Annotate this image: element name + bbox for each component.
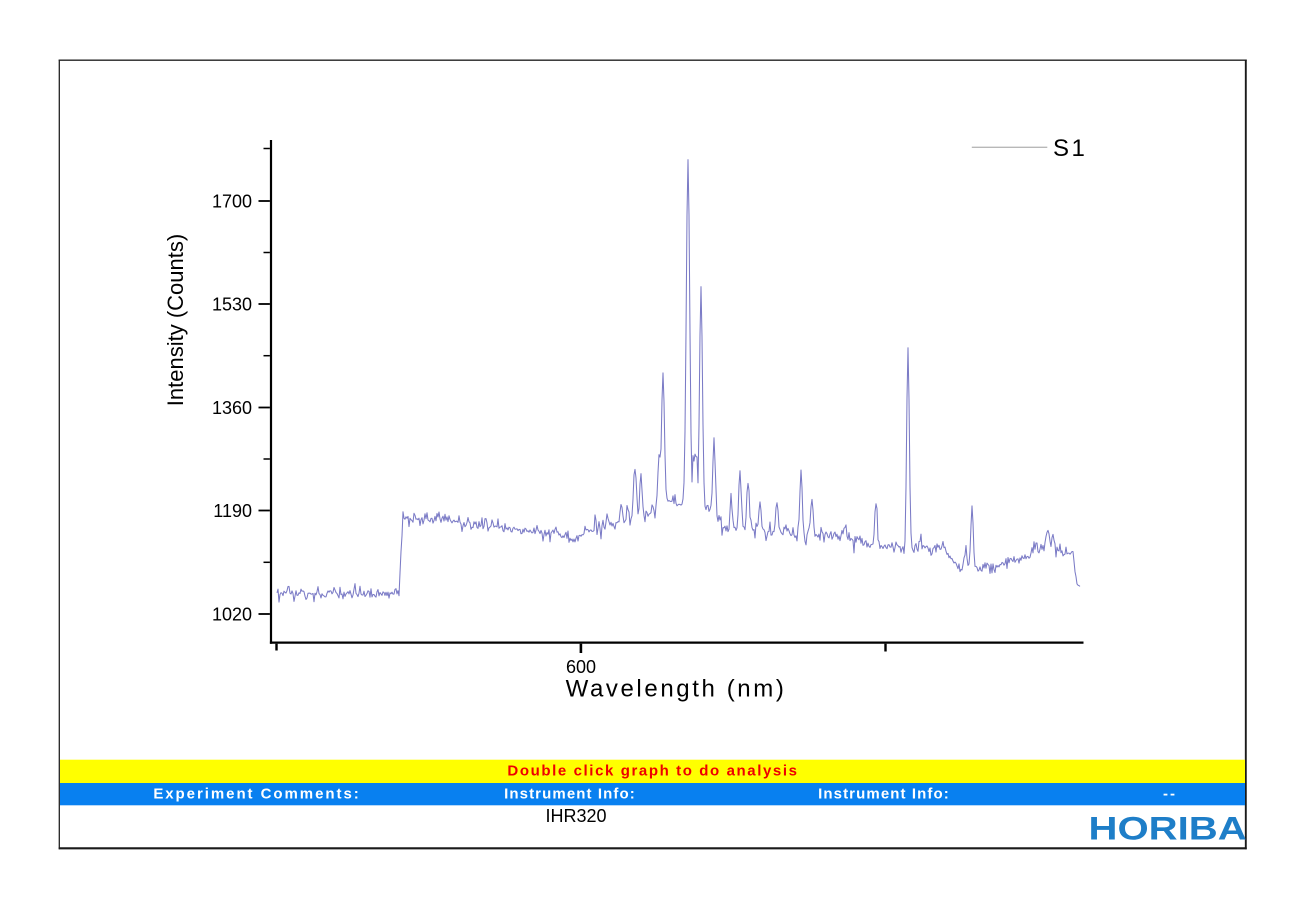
svg-text:Double click graph to do analy: Double click graph to do analysis	[507, 762, 798, 779]
svg-text:Wavelength (nm): Wavelength (nm)	[566, 676, 787, 703]
svg-text:IHR320: IHR320	[545, 806, 606, 826]
svg-text:Experiment Comments:: Experiment Comments:	[153, 785, 360, 802]
svg-text:1530: 1530	[212, 294, 252, 314]
svg-text:1190: 1190	[213, 501, 252, 521]
svg-text:1360: 1360	[212, 398, 252, 418]
svg-text:--: --	[1163, 785, 1177, 802]
svg-text:600: 600	[566, 657, 596, 677]
svg-text:Instrument Info:: Instrument Info:	[504, 785, 636, 802]
svg-text:1020: 1020	[212, 604, 252, 624]
svg-text:1700: 1700	[212, 191, 252, 211]
svg-text:HORIBA: HORIBA	[1089, 810, 1247, 846]
svg-text:Instrument Info:: Instrument Info:	[818, 785, 950, 802]
svg-text:S1: S1	[1053, 135, 1087, 162]
svg-text:Intensity (Counts): Intensity (Counts)	[163, 234, 188, 406]
